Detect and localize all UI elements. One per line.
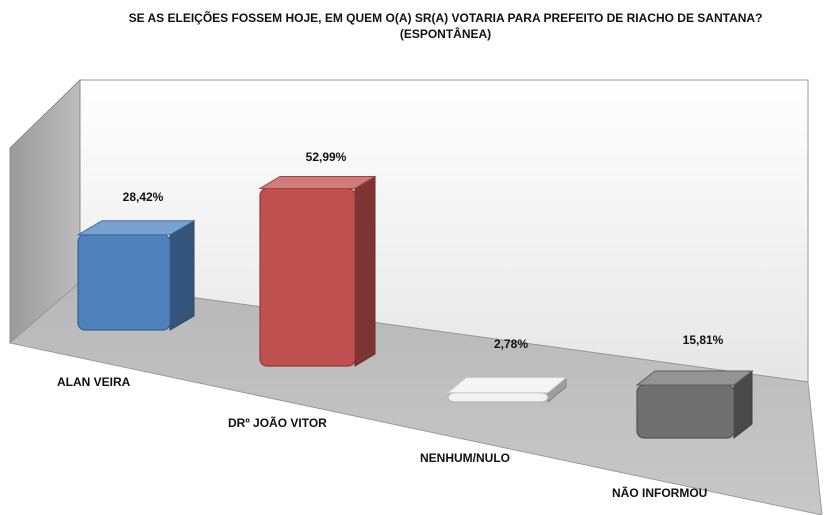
category-label: NÃO INFORMOU <box>612 485 707 500</box>
data-label: 2,78% <box>494 337 528 351</box>
bar-top <box>258 175 377 189</box>
bar-side <box>354 175 376 367</box>
bar-top <box>76 220 196 236</box>
category-label: NENHUM/NULO <box>420 451 510 465</box>
bar <box>635 370 754 440</box>
data-label: 15,81% <box>683 333 724 347</box>
bar <box>76 219 196 331</box>
chart-title-line-2: (ESPONTÂNEA) <box>399 27 492 41</box>
bar-front <box>636 384 735 439</box>
bar-front <box>259 187 356 367</box>
bar-front <box>447 392 549 403</box>
bar-top <box>635 370 754 386</box>
bar-front <box>77 234 171 331</box>
bar-side <box>169 219 195 331</box>
bar-top <box>446 377 568 394</box>
chart-title: SE AS ELEIÇÕES FOSSEM HOJE, EM QUEM O(A)… <box>0 10 831 42</box>
floor <box>8 281 823 515</box>
category-label: ALAN VEIRA <box>57 375 131 389</box>
chart-title-line-1: SE AS ELEIÇÕES FOSSEM HOJE, EM QUEM O(A)… <box>128 11 763 25</box>
data-label: 52,99% <box>306 150 347 164</box>
bar <box>258 175 377 367</box>
data-label: 28,42% <box>123 190 164 204</box>
category-label: DRº JOÃO VITOR <box>228 415 327 430</box>
bar <box>446 376 568 404</box>
